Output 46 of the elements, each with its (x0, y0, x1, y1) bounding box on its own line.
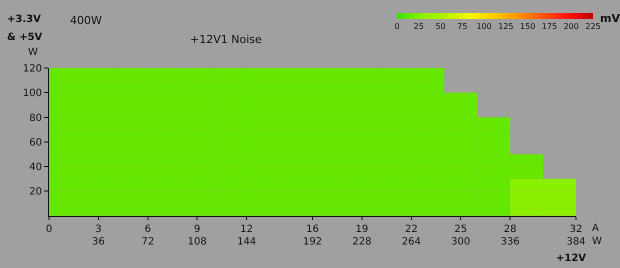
y-tick-label: 60 (29, 137, 42, 148)
text: & +5V (7, 32, 43, 43)
x2-tick-label: 72 (141, 236, 154, 248)
x-tick-label: 19 (356, 224, 368, 235)
chart-subtitle: 400W (70, 14, 102, 27)
color-bar-label: 0 (394, 22, 400, 32)
x2-tick-label: 384 (566, 236, 586, 248)
x-tick-label: 0 (46, 224, 52, 235)
y-tick-label: 20 (29, 186, 42, 198)
x-tick-label: 16 (306, 224, 319, 235)
y-tick-label: 80 (29, 112, 42, 124)
x-tick-label: 6 (144, 224, 151, 235)
color-bar-label: 50 (435, 22, 446, 32)
text: +12V (556, 253, 586, 264)
x-tick-label: 25 (454, 224, 468, 235)
y-axis-title: W (28, 47, 38, 58)
x-tick-label: 9 (194, 224, 200, 235)
y-tick-label: 120 (22, 64, 42, 74)
x-tick-label: 28 (504, 224, 516, 235)
x2-tick-label: 108 (188, 236, 207, 248)
color-bar-label: 175 (542, 22, 558, 32)
text: +3.3V (7, 14, 42, 25)
x-tick-label: 22 (404, 224, 418, 235)
color-bar-label: 225 (585, 22, 601, 32)
color-bar-label: 100 (476, 22, 492, 32)
color-bar-title: mV (600, 12, 620, 25)
y-tick-label: 40 (29, 162, 42, 174)
x2-tick-label: 192 (302, 236, 322, 248)
color-bar-label: 75 (457, 22, 468, 32)
color-bar-label: 125 (498, 22, 514, 32)
x2-tick-label: 144 (237, 236, 256, 248)
chart-title: +12V1 Noise (190, 33, 262, 46)
color-bar-label: 25 (414, 22, 424, 32)
x-tick-label: 3 (95, 224, 102, 235)
x-axis-title: A (592, 223, 599, 234)
color-bar-label: 150 (520, 22, 536, 32)
x-tick-label: 32 (570, 224, 582, 235)
x2-tick-label: 36 (92, 236, 105, 248)
y-tick-label: 100 (22, 88, 42, 100)
x2-tick-label: 228 (352, 236, 372, 248)
x2-tick-label: 300 (451, 236, 470, 248)
x-tick-label: 12 (240, 224, 253, 235)
x2-axis-title: W (592, 236, 602, 247)
x2-tick-label: 264 (402, 236, 421, 248)
color-bar-label: 200 (564, 22, 579, 32)
x2-tick-label: 336 (500, 236, 520, 248)
